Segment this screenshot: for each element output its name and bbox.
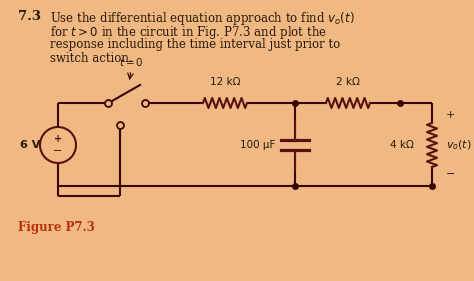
Text: −: − — [53, 146, 63, 156]
Text: switch action.: switch action. — [50, 52, 133, 65]
Text: response including the time interval just prior to: response including the time interval jus… — [50, 38, 340, 51]
Text: for $t > 0$ in the circuit in Fig. P7.3 and plot the: for $t > 0$ in the circuit in Fig. P7.3 … — [50, 24, 327, 41]
Text: 2 kΩ: 2 kΩ — [336, 77, 360, 87]
Text: 12 kΩ: 12 kΩ — [210, 77, 240, 87]
Text: −: − — [446, 169, 456, 179]
Text: 4 kΩ: 4 kΩ — [390, 140, 414, 150]
Text: 6 V: 6 V — [20, 140, 40, 150]
Text: 7.3: 7.3 — [18, 10, 41, 23]
Text: $v_o(t)$: $v_o(t)$ — [446, 138, 472, 152]
Text: Figure P7.3: Figure P7.3 — [18, 221, 95, 234]
Text: $t = 0$: $t = 0$ — [118, 56, 143, 68]
Text: 100 μF: 100 μF — [240, 140, 275, 150]
Text: Use the differential equation approach to find $v_o(t)$: Use the differential equation approach t… — [50, 10, 355, 27]
Text: +: + — [446, 110, 456, 120]
Text: +: + — [54, 134, 62, 144]
